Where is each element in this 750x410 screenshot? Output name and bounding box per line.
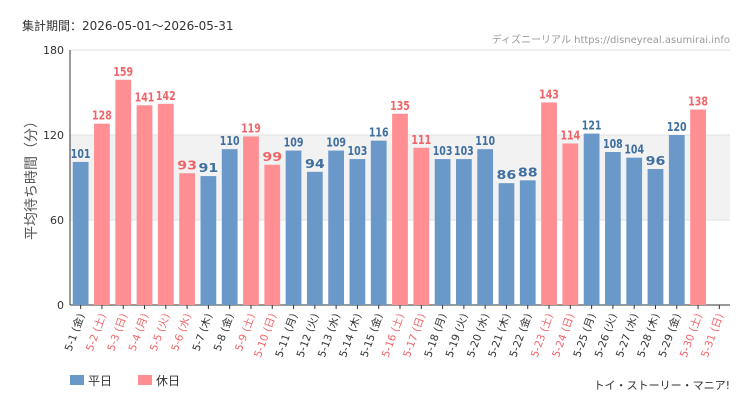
bar [349,159,366,305]
bar [605,152,621,305]
data-label: 119 [241,121,261,135]
source-label: ディズニーリアル https://disneyreal.asumirai.inf… [492,33,730,46]
bar [647,169,664,305]
bar [72,161,89,305]
bar [328,150,345,305]
y-tick-label: 120 [43,129,64,142]
x-tick-label: 5-7 (木) [191,312,216,353]
bar [200,176,217,305]
data-label: 91 [199,161,219,175]
y-tick-label: 60 [50,214,64,227]
data-label: 116 [369,126,389,140]
data-label: 86 [497,168,517,182]
data-label: 99 [262,150,282,164]
x-tick-label: 5-8 (金) [211,312,237,353]
data-label: 110 [475,134,495,148]
x-tick-label: 5-1 (金) [62,312,88,353]
data-label: 93 [177,158,197,172]
bar [583,133,600,305]
x-tick-label: 5-9 (土) [232,312,258,353]
bar [455,159,472,305]
bar [626,157,643,305]
period-label: 集計期間：2026-05-01～2026-05-31 [22,18,233,33]
data-label: 110 [220,134,240,148]
bar [392,113,408,305]
bar [498,183,515,305]
footer-label: トイ・ストーリー・マニア! [594,379,730,392]
data-label: 121 [582,119,602,133]
data-label: 108 [603,137,623,151]
bar [285,150,302,305]
bar [136,105,153,305]
legend-swatch-weekday [70,375,84,385]
y-axis-label: 平均待ち時間（分） [24,114,40,240]
data-label: 101 [71,147,91,161]
x-tick-label: 5-3 (日) [105,312,130,353]
data-label: 114 [560,129,580,143]
bar [94,123,110,306]
plot-area: 0 60 120 180 101 5-1 (金) 128 5-2 (土) 159 5-3 (日) 1… [43,44,730,359]
bar [541,102,557,306]
bar [179,173,195,305]
legend: 平日 休日 [70,374,180,388]
legend-label-weekday: 平日 [88,374,112,388]
bar [370,140,387,305]
bar [157,103,174,305]
data-label: 103 [348,144,368,158]
data-label: 109 [284,136,304,150]
y-tick-label: 0 [57,299,64,312]
bar [306,171,323,305]
data-label: 111 [411,133,431,147]
data-label: 103 [433,144,453,158]
bar [477,149,494,305]
data-label: 103 [454,144,474,158]
data-label: 104 [624,143,644,157]
bar [434,159,451,305]
data-label: 94 [305,157,325,171]
bar [221,149,238,305]
data-label: 159 [113,65,133,79]
data-label: 109 [326,136,346,150]
data-label: 143 [539,87,559,101]
bar [562,143,579,305]
legend-label-holiday: 休日 [156,374,180,388]
bar [264,164,281,305]
data-label: 135 [390,99,410,113]
bar [519,180,536,305]
data-label: 96 [646,154,666,168]
data-label: 141 [135,90,155,104]
bar [243,136,259,305]
x-tick-label: 5-4 (月) [127,312,152,353]
x-tick-label: 5-6 (水) [169,312,194,353]
data-label: 120 [667,120,687,134]
bar [115,79,132,305]
bar [413,147,430,305]
data-label: 88 [518,165,538,179]
data-label: 142 [156,89,176,103]
data-label: 128 [92,109,112,123]
x-tick-label: 5-5 (火) [148,312,173,353]
legend-swatch-holiday [138,375,152,385]
x-tick-label: 5-2 (土) [83,312,109,353]
bar [668,135,685,305]
y-tick-label: 180 [43,44,64,57]
data-label: 138 [688,95,708,109]
bar [690,109,706,305]
